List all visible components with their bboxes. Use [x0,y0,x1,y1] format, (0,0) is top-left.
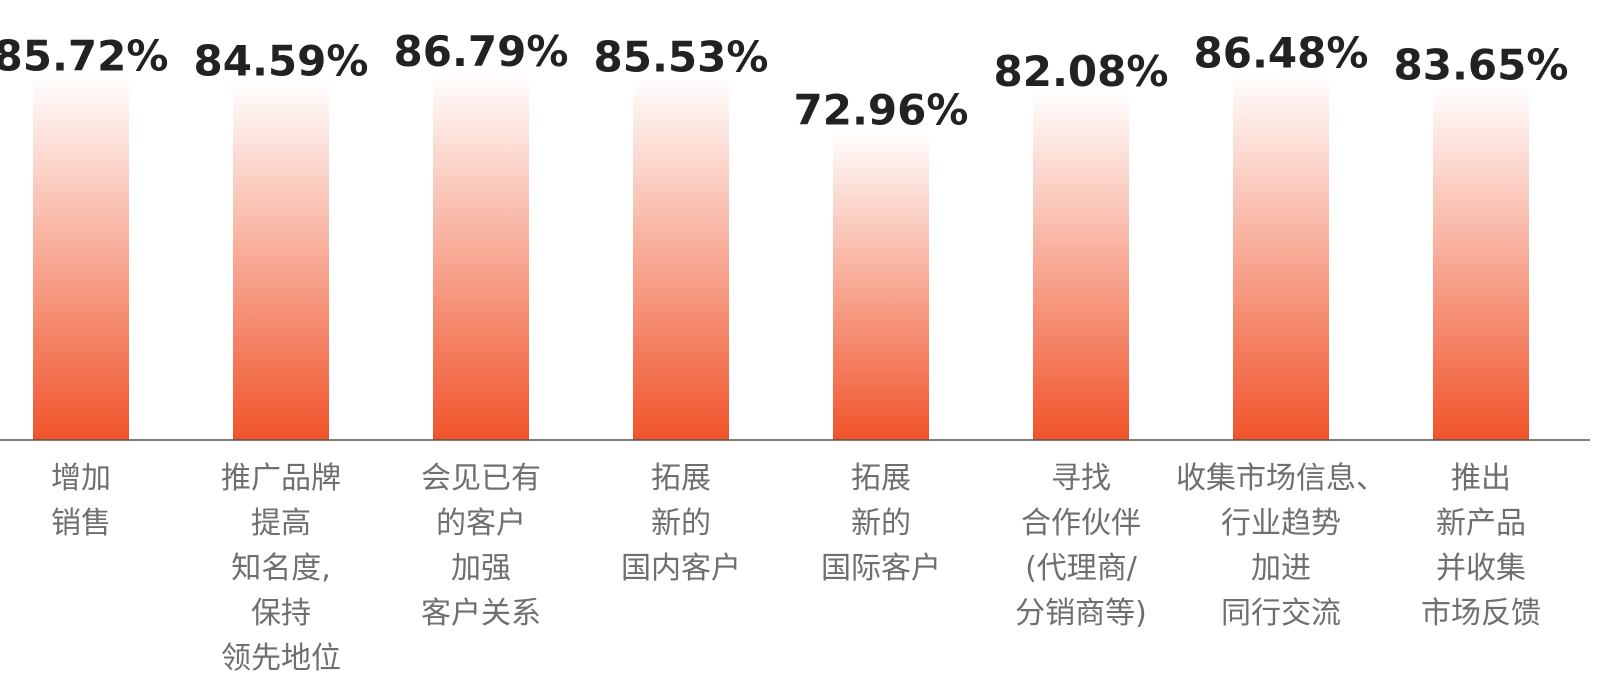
category-label-line: 市场反馈 [1421,596,1541,631]
bar-8 [1433,85,1529,440]
category-label-line: 知名度, [231,551,331,586]
bar-4 [633,77,729,441]
bar-6 [1033,91,1129,440]
category-label-7: 收集市场信息、行业趋势加进同行交流 [1176,461,1386,631]
category-label-line: 行业趋势 [1221,506,1341,541]
category-label-line: 加强 [451,551,511,586]
category-label-line: 国内客户 [621,551,741,586]
value-labels-layer: 85.72% 84.59% 86.79% 85.53% 72.96% 82.08% 86.4… [0,27,1568,135]
category-label-5: 拓展新的国际客户 [821,461,941,586]
value-label-2: 84.59% [194,36,369,85]
value-label-8: 83.65% [1394,40,1569,89]
category-label-line: 新的 [851,506,911,541]
category-label-line: 新的 [651,506,711,541]
category-label-3: 会见已有的客户加强客户关系 [421,461,541,631]
category-label-1: 增加销售 [51,461,111,541]
value-label-4: 85.53% [594,32,769,81]
category-label-line: (代理商/ [1025,551,1138,586]
value-label-1: 85.72% [0,32,168,81]
category-label-line: 销售 [51,506,111,541]
category-label-line: 分销商等) [1015,596,1147,631]
value-label-6: 82.08% [994,47,1169,96]
category-label-line: 同行交流 [1221,596,1341,631]
category-label-6: 寻找合作伙伴 (代理商/分销商等) [1015,461,1147,631]
category-label-line: 的客户 [436,506,526,541]
value-label-7: 86.48% [1194,28,1369,77]
category-label-line: 会见已有 [421,461,541,496]
category-label-line: 收集市场信息、 [1176,461,1386,496]
bar-7 [1233,73,1329,440]
category-label-line: 国际客户 [821,551,941,586]
category-label-line: 合作伙伴 [1021,506,1141,541]
bar-2 [233,81,329,440]
bar-5 [833,130,929,440]
category-label-line: 拓展 [851,461,911,496]
value-label-3: 86.79% [394,27,569,76]
category-label-line: 推出 [1451,461,1511,496]
category-label-line: 领先地位 [221,641,341,676]
category-label-line: 加进 [1251,551,1311,586]
category-label-line: 客户关系 [421,596,541,631]
category-label-line: 保持 [251,596,311,631]
category-label-line: 新产品 [1436,506,1526,541]
category-label-line: 增加 [51,461,111,496]
value-label-5: 72.96% [794,86,969,135]
bars-layer [33,72,1529,441]
category-label-line: 提高 [251,506,311,541]
category-label-4: 拓展新的国内客户 [621,461,741,586]
category-label-line: 拓展 [651,461,711,496]
bar-1 [33,76,129,440]
category-labels-layer: 增加销售推广品牌提高知名度,保持领先地位会见已有的客户加强客户关系拓展新的国内客… [51,461,1541,676]
category-label-line: 并收集 [1436,551,1526,586]
category-label-8: 推出新产品并收集市场反馈 [1421,461,1541,631]
category-label-line: 推广品牌 [221,461,341,496]
category-label-2: 推广品牌提高知名度, 保持领先地位 [221,461,341,676]
category-label-line: 寻找 [1051,461,1111,496]
bar-3 [433,72,529,440]
